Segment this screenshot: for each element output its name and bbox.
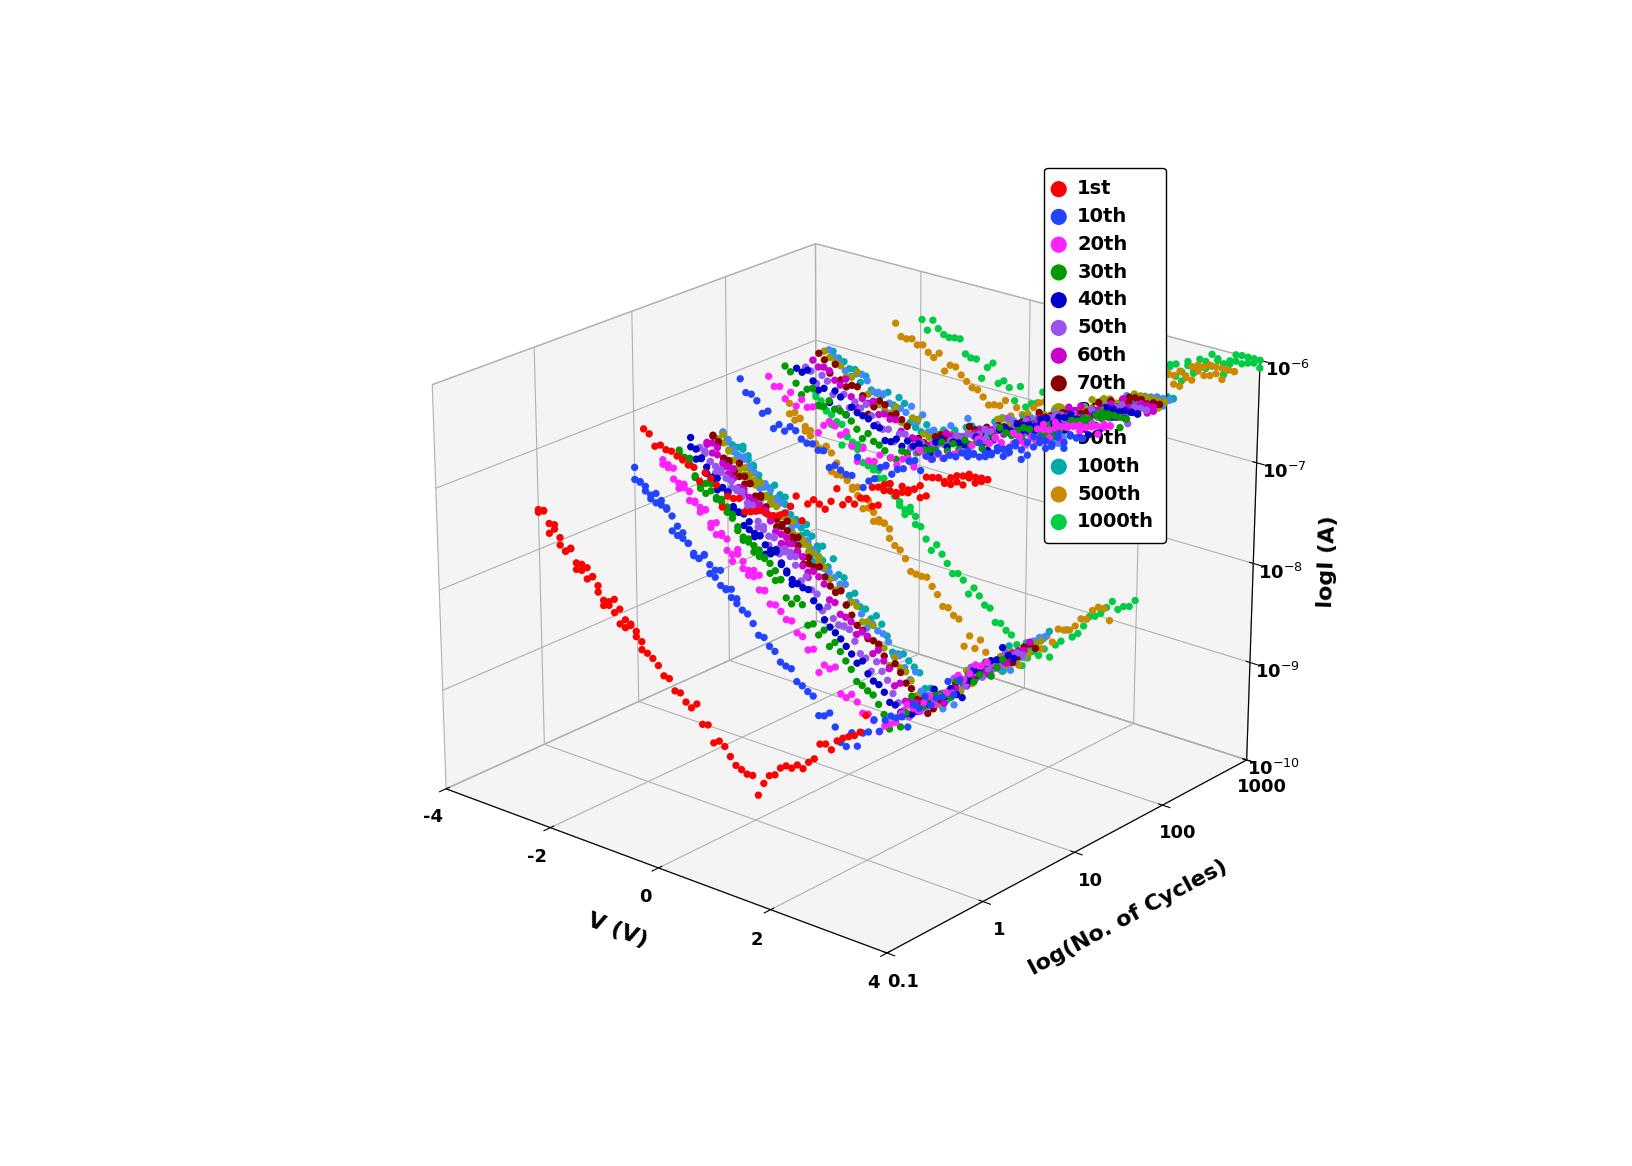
Legend: 1st, 10th, 20th, 30th, 40th, 50th, 60th, 70th, 80th, 90th, 100th, 500th, 1000th: 1st, 10th, 20th, 30th, 40th, 50th, 60th,…	[1043, 168, 1165, 543]
Y-axis label: log(No. of Cycles): log(No. of Cycles)	[1025, 856, 1231, 979]
X-axis label: V (V): V (V)	[584, 911, 650, 950]
